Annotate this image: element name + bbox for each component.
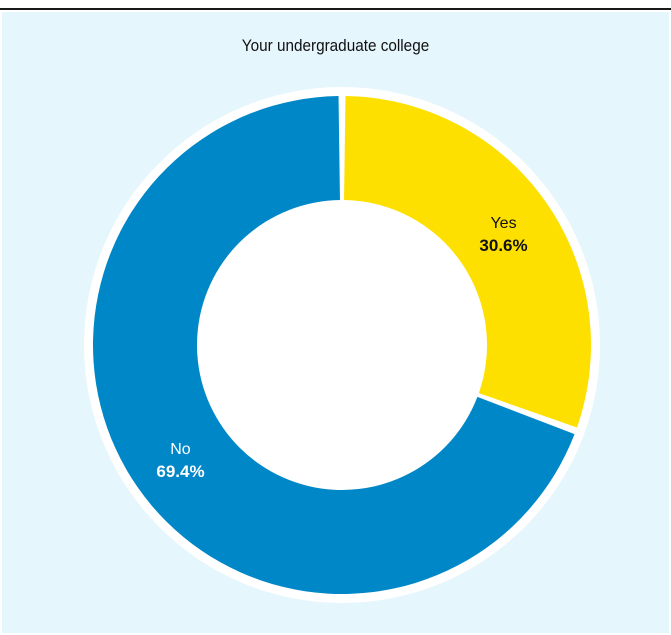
slice-value-no: 69.4%	[156, 462, 204, 481]
slice-value-yes: 30.6%	[479, 236, 527, 255]
slice-label-yes: Yes	[490, 215, 516, 232]
donut-slice-yes	[344, 96, 591, 428]
chart-title: Your undergraduate college	[241, 36, 430, 55]
top-rule	[0, 8, 671, 10]
donut-slice-no	[92, 96, 575, 595]
slice-label-no: No	[170, 441, 191, 458]
donut-labels: Yes 30.6% No 69.4%	[156, 215, 527, 481]
donut-slices	[92, 96, 591, 595]
